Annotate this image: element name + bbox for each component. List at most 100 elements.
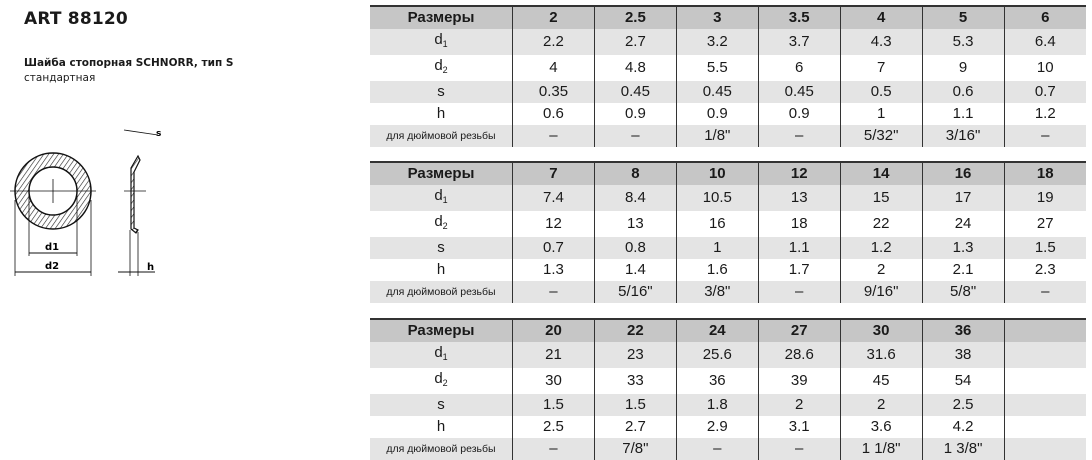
size-header-cell: 12 [757,161,841,185]
d2-dimension-label: d2 [45,261,59,272]
value-cell: 16 [675,211,759,237]
value-cell: 0.8 [593,237,677,259]
value-cell: 0.9 [757,103,841,125]
washer-side-view: s h [118,129,161,276]
value-cell [1003,342,1086,368]
row-label-subscript: 1 [442,195,448,205]
value-cell: 2.7 [593,29,677,55]
value-cell: 9/16" [839,281,923,303]
value-cell: 2.7 [593,416,677,438]
row-label: s [370,237,513,259]
row-label: h [370,103,513,125]
table-row-d2: d2 12 13 16 18 22 24 27 [370,211,1086,237]
size-table-3: Размеры 20 22 24 27 30 36 d1 21 23 25.6 28.6 31.6 38 d… [370,318,1086,460]
table-row-s: s 1.5 1.5 1.8 2 2 2.5 [370,394,1086,416]
value-cell: 2 [839,394,923,416]
value-cell: 24 [921,211,1005,237]
row-label-subscript: 1 [442,352,448,362]
table-row-d1: d1 21 23 25.6 28.6 31.6 38 [370,342,1086,368]
value-cell: 6 [757,55,841,81]
washer-technical-drawing: d1 d2 s h [10,129,161,276]
value-cell: 5.3 [921,29,1005,55]
value-cell: 3/8" [675,281,759,303]
table-row-d1: d1 2.2 2.7 3.2 3.7 4.3 5.3 6.4 [370,29,1086,55]
row-label-text: s [437,239,445,256]
row-label: Размеры [370,318,513,342]
value-cell: – [1003,281,1086,303]
value-cell: – [512,438,595,460]
value-cell: 15 [839,185,923,211]
value-cell: 13 [593,211,677,237]
row-label-text: Размеры [407,9,475,26]
row-label-text: s [437,396,445,413]
size-header-cell: 4 [839,5,923,29]
value-cell: 10 [1003,55,1086,81]
value-cell: 0.7 [512,237,595,259]
value-cell: 1.5 [593,394,677,416]
value-cell: 1.8 [675,394,759,416]
value-cell: 54 [921,368,1005,394]
row-label-text: d [434,31,443,48]
value-cell: 4.8 [593,55,677,81]
row-label-subscript: 2 [442,65,448,75]
value-cell: 0.6 [512,103,595,125]
value-cell: 22 [839,211,923,237]
s-dimension-label: s [156,129,161,139]
value-cell: 27 [1003,211,1086,237]
table-header-row: Размеры 7 8 10 12 14 16 18 [370,161,1086,185]
size-header-cell: 7 [512,161,595,185]
value-cell: 25.6 [675,342,759,368]
size-header-cell: 18 [1003,161,1086,185]
value-cell: – [757,281,841,303]
row-label: для дюймовой резьбы [370,281,513,303]
row-label: Размеры [370,161,513,185]
value-cell: 0.6 [921,81,1005,103]
row-label-text: d [434,344,443,361]
d1-dimension-label: d1 [45,242,59,253]
value-cell [1003,416,1086,438]
value-cell: 18 [757,211,841,237]
value-cell: 1.3 [512,259,595,281]
table-row-d1: d1 7.4 8.4 10.5 13 15 17 19 [370,185,1086,211]
value-cell: 1.3 [921,237,1005,259]
value-cell: 2.1 [921,259,1005,281]
value-cell: 21 [512,342,595,368]
row-label-text: d [434,370,443,387]
row-label-subscript: 1 [442,39,448,49]
value-cell: 0.45 [593,81,677,103]
value-cell: 23 [593,342,677,368]
size-header-cell: 14 [839,161,923,185]
value-cell: 2.9 [675,416,759,438]
value-cell: 3.7 [757,29,841,55]
size-header-cell: 20 [512,318,595,342]
value-cell: 1.6 [675,259,759,281]
value-cell: 1/8" [675,125,759,147]
row-label: Размеры [370,5,513,29]
size-header-cell: 22 [593,318,677,342]
table-row-h: h 1.3 1.4 1.6 1.7 2 2.1 2.3 [370,259,1086,281]
value-cell [1003,368,1086,394]
row-label-text: для дюймовой резьбы [386,286,496,298]
value-cell: 0.45 [675,81,759,103]
row-label: s [370,81,513,103]
value-cell: 0.5 [839,81,923,103]
value-cell: 0.45 [757,81,841,103]
row-label-text: h [436,261,446,278]
value-cell: 1 [675,237,759,259]
value-cell: 0.9 [593,103,677,125]
value-cell: 5/8" [921,281,1005,303]
value-cell: – [757,125,841,147]
article-number: ART 88120 [24,9,128,29]
row-label-text: для дюймовой резьбы [386,443,496,455]
value-cell: 1 3/8" [921,438,1005,460]
value-cell: 31.6 [839,342,923,368]
table-header-row: Размеры 20 22 24 27 30 36 [370,318,1086,342]
value-cell: – [512,125,595,147]
row-label: d2 [370,368,513,394]
value-cell: – [675,438,759,460]
row-label-text: d [434,57,443,74]
value-cell: 4.2 [921,416,1005,438]
value-cell [1003,438,1086,460]
value-cell: 7/8" [593,438,677,460]
value-cell: 4 [512,55,595,81]
